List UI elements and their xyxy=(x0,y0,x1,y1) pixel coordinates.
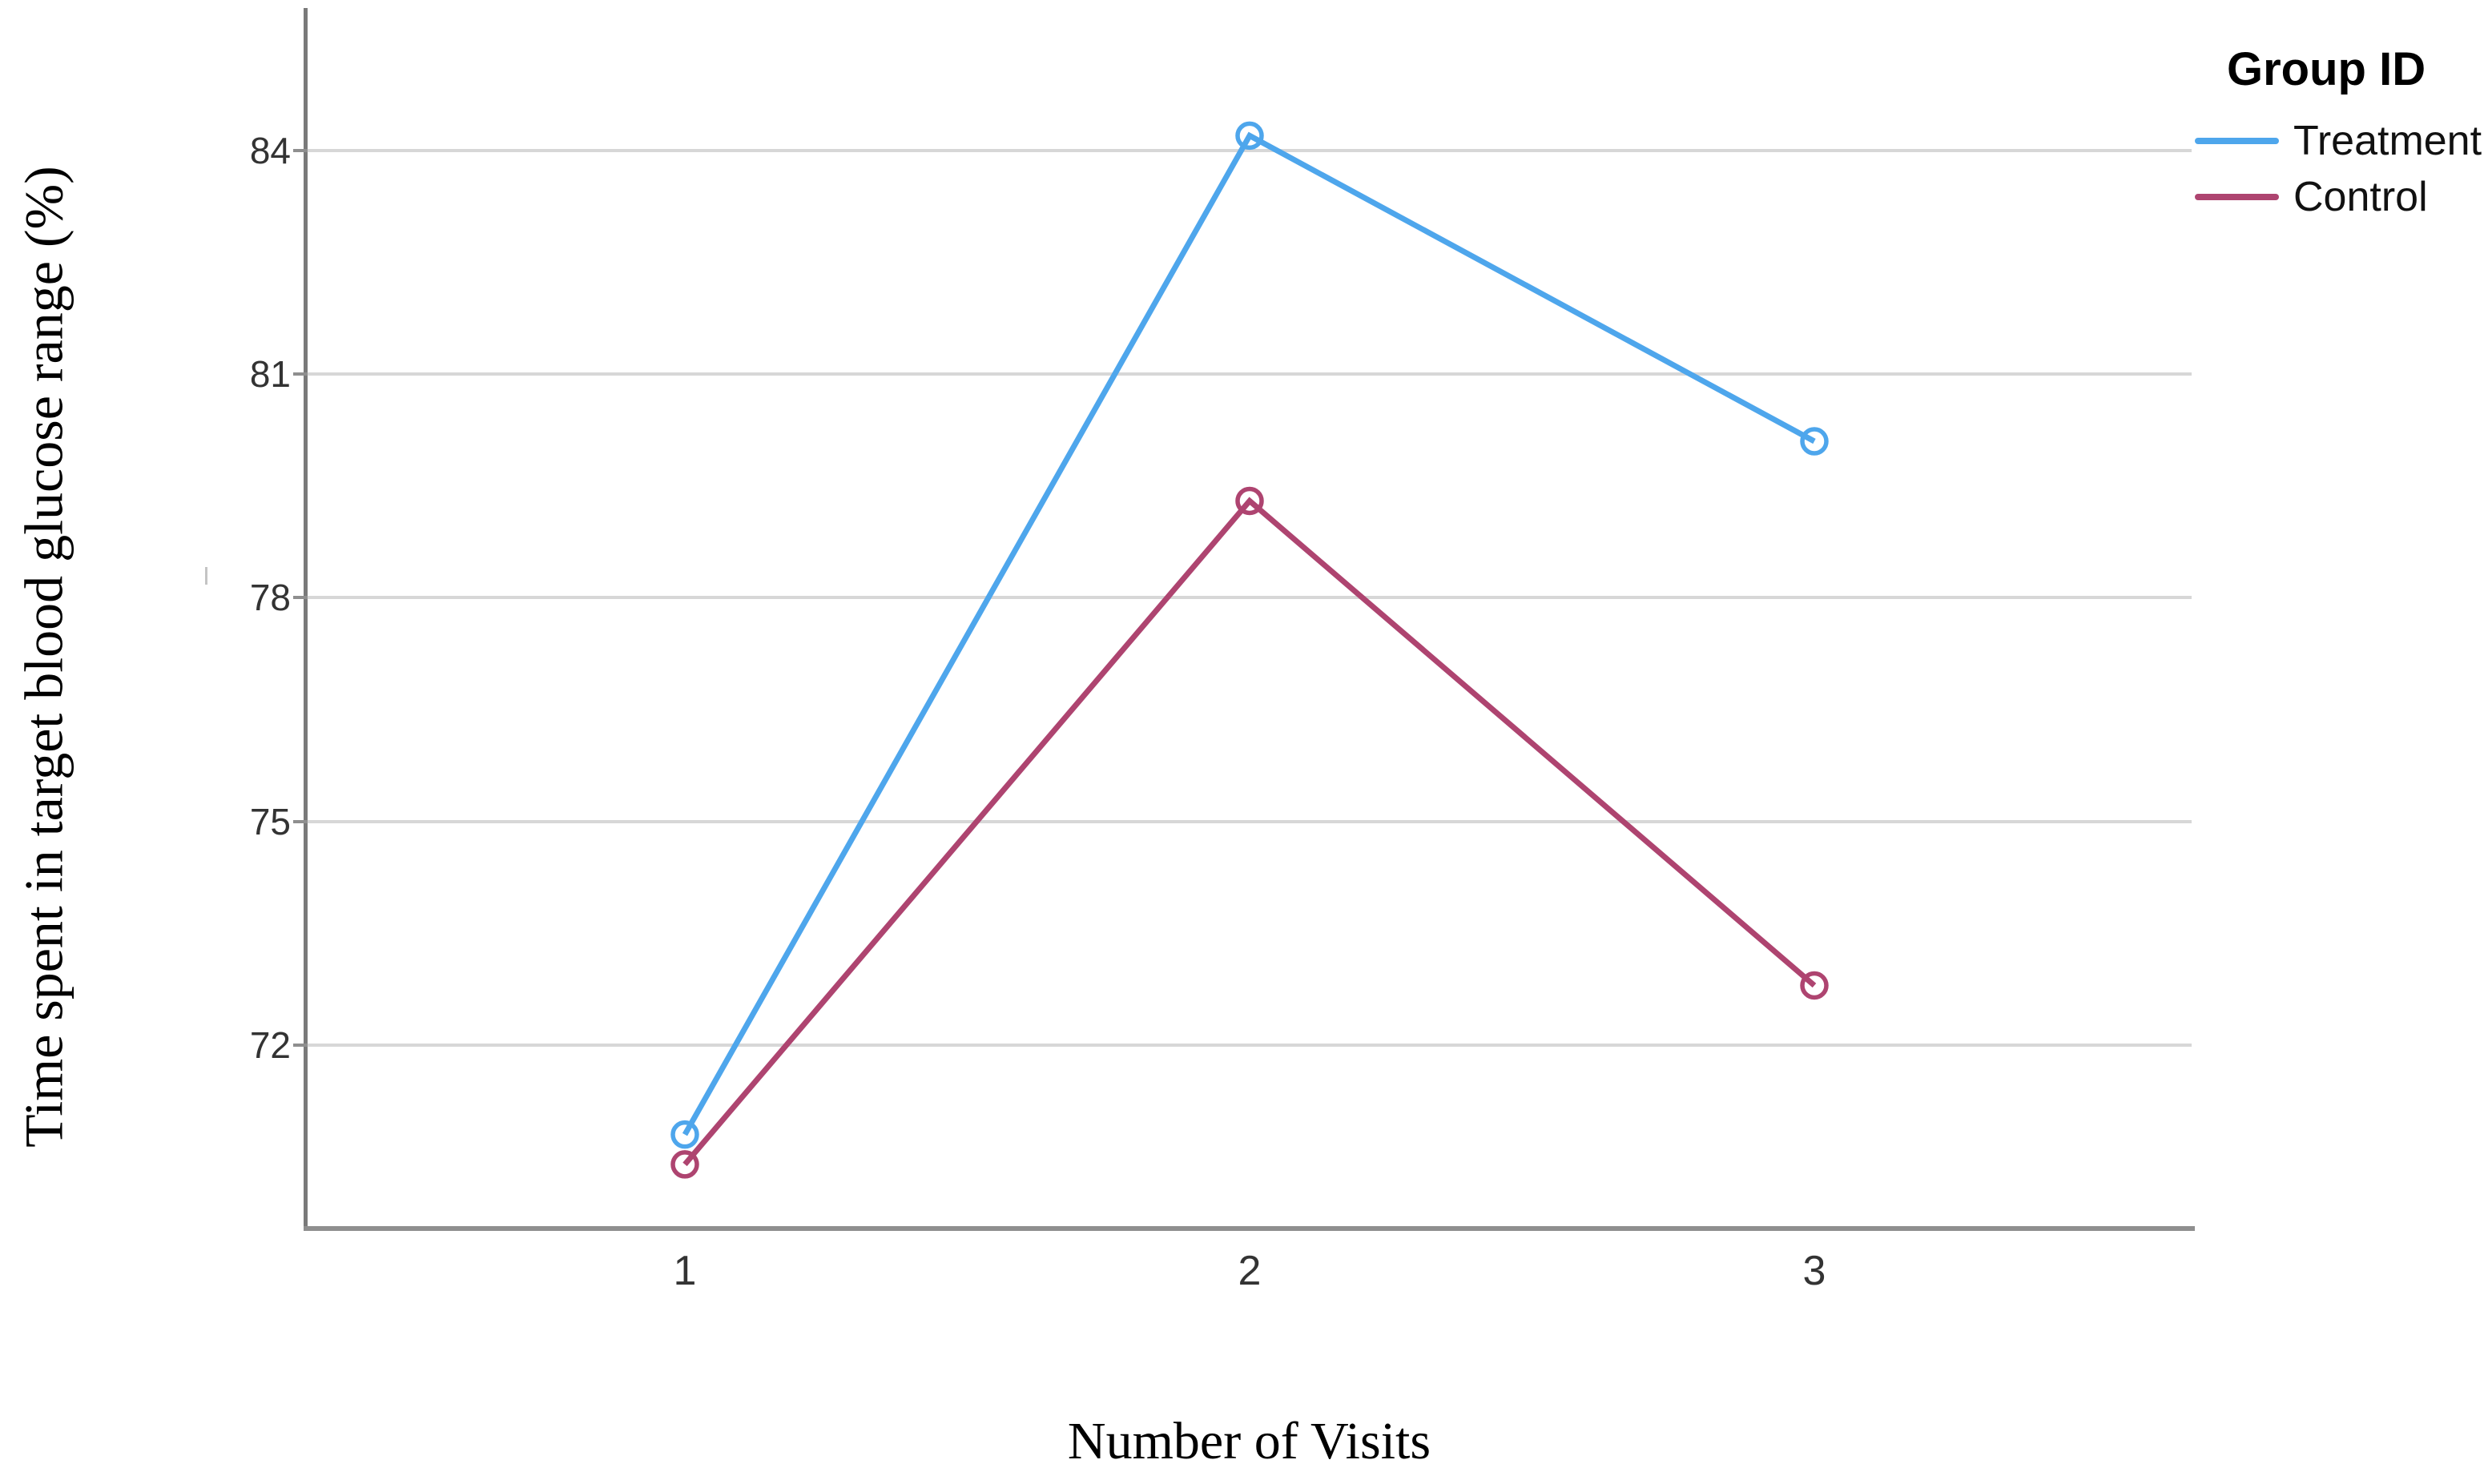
stray-mark xyxy=(205,567,207,585)
treatment-line-swatch xyxy=(2195,138,2279,144)
x-axis-line xyxy=(304,1226,2195,1231)
marker-treatment-visit-2 xyxy=(1235,121,1264,151)
y-tick-mark-78 xyxy=(293,596,308,600)
series-line-treatment xyxy=(682,131,1816,1136)
legend-entry-control: Control xyxy=(2195,174,2428,220)
marker-control-visit-1 xyxy=(670,1150,699,1179)
legend-label-control: Control xyxy=(2293,174,2428,220)
gridline-78 xyxy=(308,596,2192,600)
y-tick-mark-81 xyxy=(293,372,308,376)
x-tick-label-3: 3 xyxy=(1802,1248,1826,1294)
marker-treatment-visit-1 xyxy=(670,1120,699,1149)
legend-label-treatment: Treatment xyxy=(2293,118,2482,164)
y-tick-label-78: 78 xyxy=(249,577,291,619)
legend-title: Group ID xyxy=(2227,43,2426,95)
x-tick-label-2: 2 xyxy=(1238,1248,1262,1294)
gridline-75 xyxy=(308,819,2192,823)
legend: Group ID Treatment Control xyxy=(2195,32,2488,232)
gridline-84 xyxy=(308,149,2192,152)
y-tick-label-84: 84 xyxy=(249,130,291,171)
y-tick-mark-84 xyxy=(293,149,308,152)
marker-control-visit-2 xyxy=(1235,486,1264,516)
y-tick-label-72: 72 xyxy=(249,1024,291,1066)
gridline-81 xyxy=(308,372,2192,376)
y-tick-mark-75 xyxy=(293,819,308,823)
x-tick-label-1: 1 xyxy=(673,1248,697,1294)
marker-treatment-visit-3 xyxy=(1800,427,1829,456)
y-tick-label-81: 81 xyxy=(249,353,291,396)
marker-control-visit-3 xyxy=(1800,971,1829,1000)
y-tick-label-75: 75 xyxy=(249,800,291,843)
legend-entry-treatment: Treatment xyxy=(2195,118,2482,164)
y-axis-line xyxy=(304,8,308,1229)
gridline-72 xyxy=(308,1043,2192,1047)
x-axis-title: Number of Visits xyxy=(1067,1412,1431,1470)
control-line-swatch xyxy=(2195,194,2279,200)
series-line-control xyxy=(682,497,1817,1167)
y-tick-mark-72 xyxy=(293,1043,308,1047)
